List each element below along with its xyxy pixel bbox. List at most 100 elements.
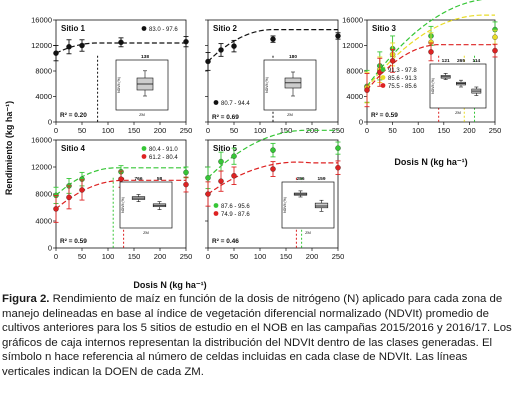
fit-curve	[366, 14, 495, 88]
panel-3: 0 50 100 150 200 250 0 4000 8000 12000 16000 Sitio …	[342, 0, 501, 135]
inset-axis-label: NDVIt (%)	[431, 78, 435, 94]
panels: 0 50 100 150 200 250 0 4000 8000 12000 16000 Sitio …	[31, 0, 501, 261]
data-point	[335, 145, 341, 151]
data-point	[335, 164, 341, 171]
x-tick-label: 250	[489, 126, 502, 135]
y-tick-label: 0	[48, 118, 52, 127]
r2-label: R² = 0.20	[60, 112, 87, 119]
data-point	[183, 38, 189, 45]
data-point	[205, 175, 211, 181]
fit-curve	[55, 167, 186, 196]
legend-label: 85.6 - 91.3	[388, 76, 417, 82]
x-tick-label: 200	[154, 126, 167, 135]
x-tick-label: 0	[365, 126, 369, 135]
x-tick-label: 50	[230, 252, 238, 261]
panel-1: 0 50 100 150 200 250 0 4000 8000 12000 16000 Sitio …	[31, 16, 192, 135]
x-tick-label: 0	[54, 126, 58, 135]
x-tick-label: 100	[412, 126, 425, 135]
x-tick-label: 250	[180, 126, 193, 135]
panel-4: 0 50 100 150 200 250 0 4000 8000 12000 16000 Sitio …	[31, 136, 192, 261]
inset-n-label: 114	[472, 58, 480, 64]
inset-x-label: ZM	[305, 230, 311, 235]
inset-axis-label: NDVIt (%)	[283, 197, 287, 213]
inset-boxplot: 138 NDVIt (%) ZM	[115, 54, 169, 117]
legend-marker	[213, 211, 219, 216]
legend-label: 80.4 - 91.0	[149, 147, 178, 153]
x-tick-label: 200	[463, 126, 476, 135]
y-tick-label: 16000	[342, 16, 363, 25]
data-point	[118, 39, 124, 46]
y-tick-label: 16000	[31, 16, 52, 25]
y-axis-label: Rendimiento (kg ha⁻¹)	[4, 101, 14, 195]
x-axis-label-right: Dosis N (kg ha⁻¹)	[394, 157, 467, 167]
data-point	[270, 36, 276, 42]
data-point	[183, 169, 189, 176]
data-point	[492, 47, 498, 54]
panel-title: Sitio 2	[213, 24, 238, 33]
x-tick-label: 50	[388, 126, 396, 135]
x-tick-label: 0	[54, 252, 58, 261]
x-tick-label: 200	[306, 252, 319, 261]
fit-curve	[366, 0, 484, 87]
data-point	[218, 47, 224, 53]
inset-axis-label: NDVIt (%)	[117, 77, 121, 93]
r2-label: R² = 0.59	[371, 112, 398, 119]
figure: Rendimiento (kg ha⁻¹) Dosis N (kg ha⁻¹) …	[4, 0, 501, 290]
inset-n-label: 180	[289, 54, 297, 60]
x-tick-label: 150	[438, 126, 451, 135]
data-point	[118, 176, 124, 182]
data-point	[183, 181, 189, 188]
panel-5: 0 50 100 150 200 250 Sitio 5 87.6 - 95.6 74.9 - …	[205, 129, 344, 261]
inset-boxplot: 121 265 114 NDVIt (%) ZM	[429, 58, 487, 115]
inset-n-label: 138	[141, 54, 149, 60]
data-point	[79, 187, 85, 193]
y-tick-label: 8000	[346, 67, 363, 76]
legend-marker	[213, 203, 219, 208]
data-point	[66, 44, 72, 50]
x-tick-label: 0	[206, 126, 210, 135]
x-tick-label: 100	[254, 252, 267, 261]
inset-n-label: 58	[157, 176, 163, 182]
panel-title: Sitio 1	[61, 24, 86, 33]
inset-frame	[429, 63, 487, 109]
legend-marker	[213, 100, 219, 105]
y-tick-label: 16000	[31, 136, 52, 145]
panel-title: Sitio 3	[372, 24, 397, 33]
data-point	[270, 147, 276, 153]
y-tick-label: 0	[359, 118, 363, 127]
y-tick-label: 4000	[35, 217, 52, 226]
caption-lead: Figura 2.	[2, 293, 50, 305]
inset-n-label: 286	[296, 176, 304, 182]
data-point	[231, 43, 237, 49]
caption-text: Rendimiento de maíz en función de la dos…	[2, 293, 512, 378]
y-tick-label: 12000	[31, 163, 52, 172]
legend-label: 87.6 - 95.6	[221, 204, 250, 210]
panel-title: Sitio 4	[61, 144, 86, 153]
inset-x-label: ZM	[287, 112, 293, 117]
legend-label: 75.5 - 85.6	[388, 84, 417, 90]
fit-curve	[55, 42, 186, 54]
r2-label: R² = 0.59	[60, 238, 87, 245]
x-tick-label: 150	[128, 252, 141, 261]
legend-label: 83.0 - 97.6	[149, 27, 178, 33]
legend-marker	[380, 67, 386, 72]
figure-caption: Figura 2. Rendimiento de maíz en función…	[2, 292, 514, 380]
data-point	[218, 178, 224, 184]
legend-marker	[141, 146, 147, 151]
legend-label: 80.7 - 94.4	[221, 101, 250, 107]
inset-axis-label: NDVIt (%)	[121, 197, 125, 213]
legend-marker	[380, 75, 386, 80]
y-tick-label: 8000	[35, 190, 52, 199]
data-point	[231, 153, 237, 159]
data-point	[364, 87, 370, 93]
inset-x-label: ZM	[455, 110, 461, 115]
y-tick-label: 12000	[31, 41, 52, 50]
data-point	[492, 34, 498, 40]
x-axis-label-bottom: Dosis N (kg ha⁻¹)	[133, 280, 206, 290]
x-tick-label: 150	[128, 126, 141, 135]
data-point	[231, 173, 237, 179]
data-point	[218, 158, 224, 165]
legend-label: 61.2 - 80.4	[149, 155, 178, 161]
panel-title: Sitio 5	[213, 144, 238, 153]
inset-x-label: ZM	[143, 230, 149, 235]
